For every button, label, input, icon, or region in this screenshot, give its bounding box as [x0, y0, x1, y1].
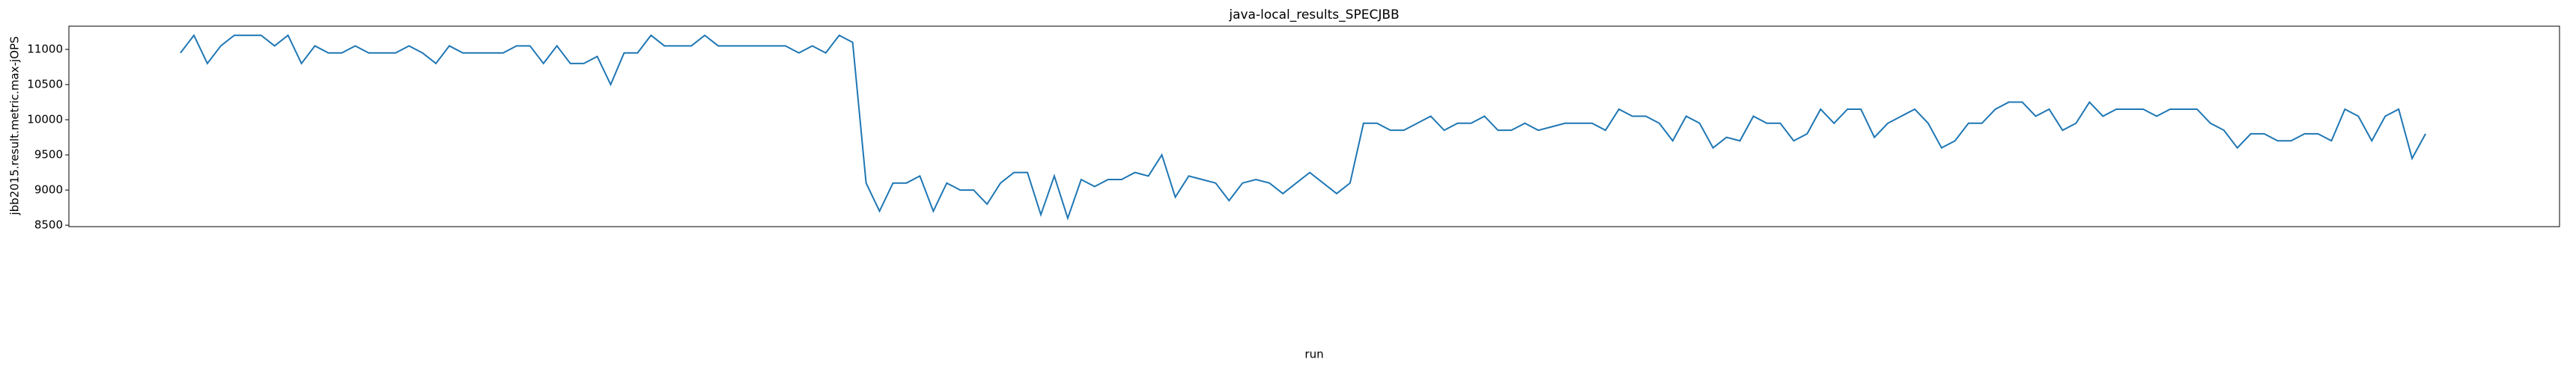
- y-axis-label: jbb2015.result.metric.max-jOPS: [8, 36, 22, 215]
- y-tick-label: 8500: [34, 218, 63, 232]
- chart-title: java-local_results_SPECJBB: [1228, 7, 1399, 22]
- y-tick-label: 10000: [27, 113, 63, 126]
- y-tick-label: 9000: [34, 183, 63, 197]
- y-tick-label: 11000: [27, 43, 63, 56]
- x-axis-label: run: [1304, 348, 1323, 361]
- y-tick-label: 9500: [34, 148, 63, 162]
- y-tick-label: 10500: [27, 78, 63, 91]
- plot-frame: [68, 25, 2560, 227]
- line-series: [180, 34, 2426, 221]
